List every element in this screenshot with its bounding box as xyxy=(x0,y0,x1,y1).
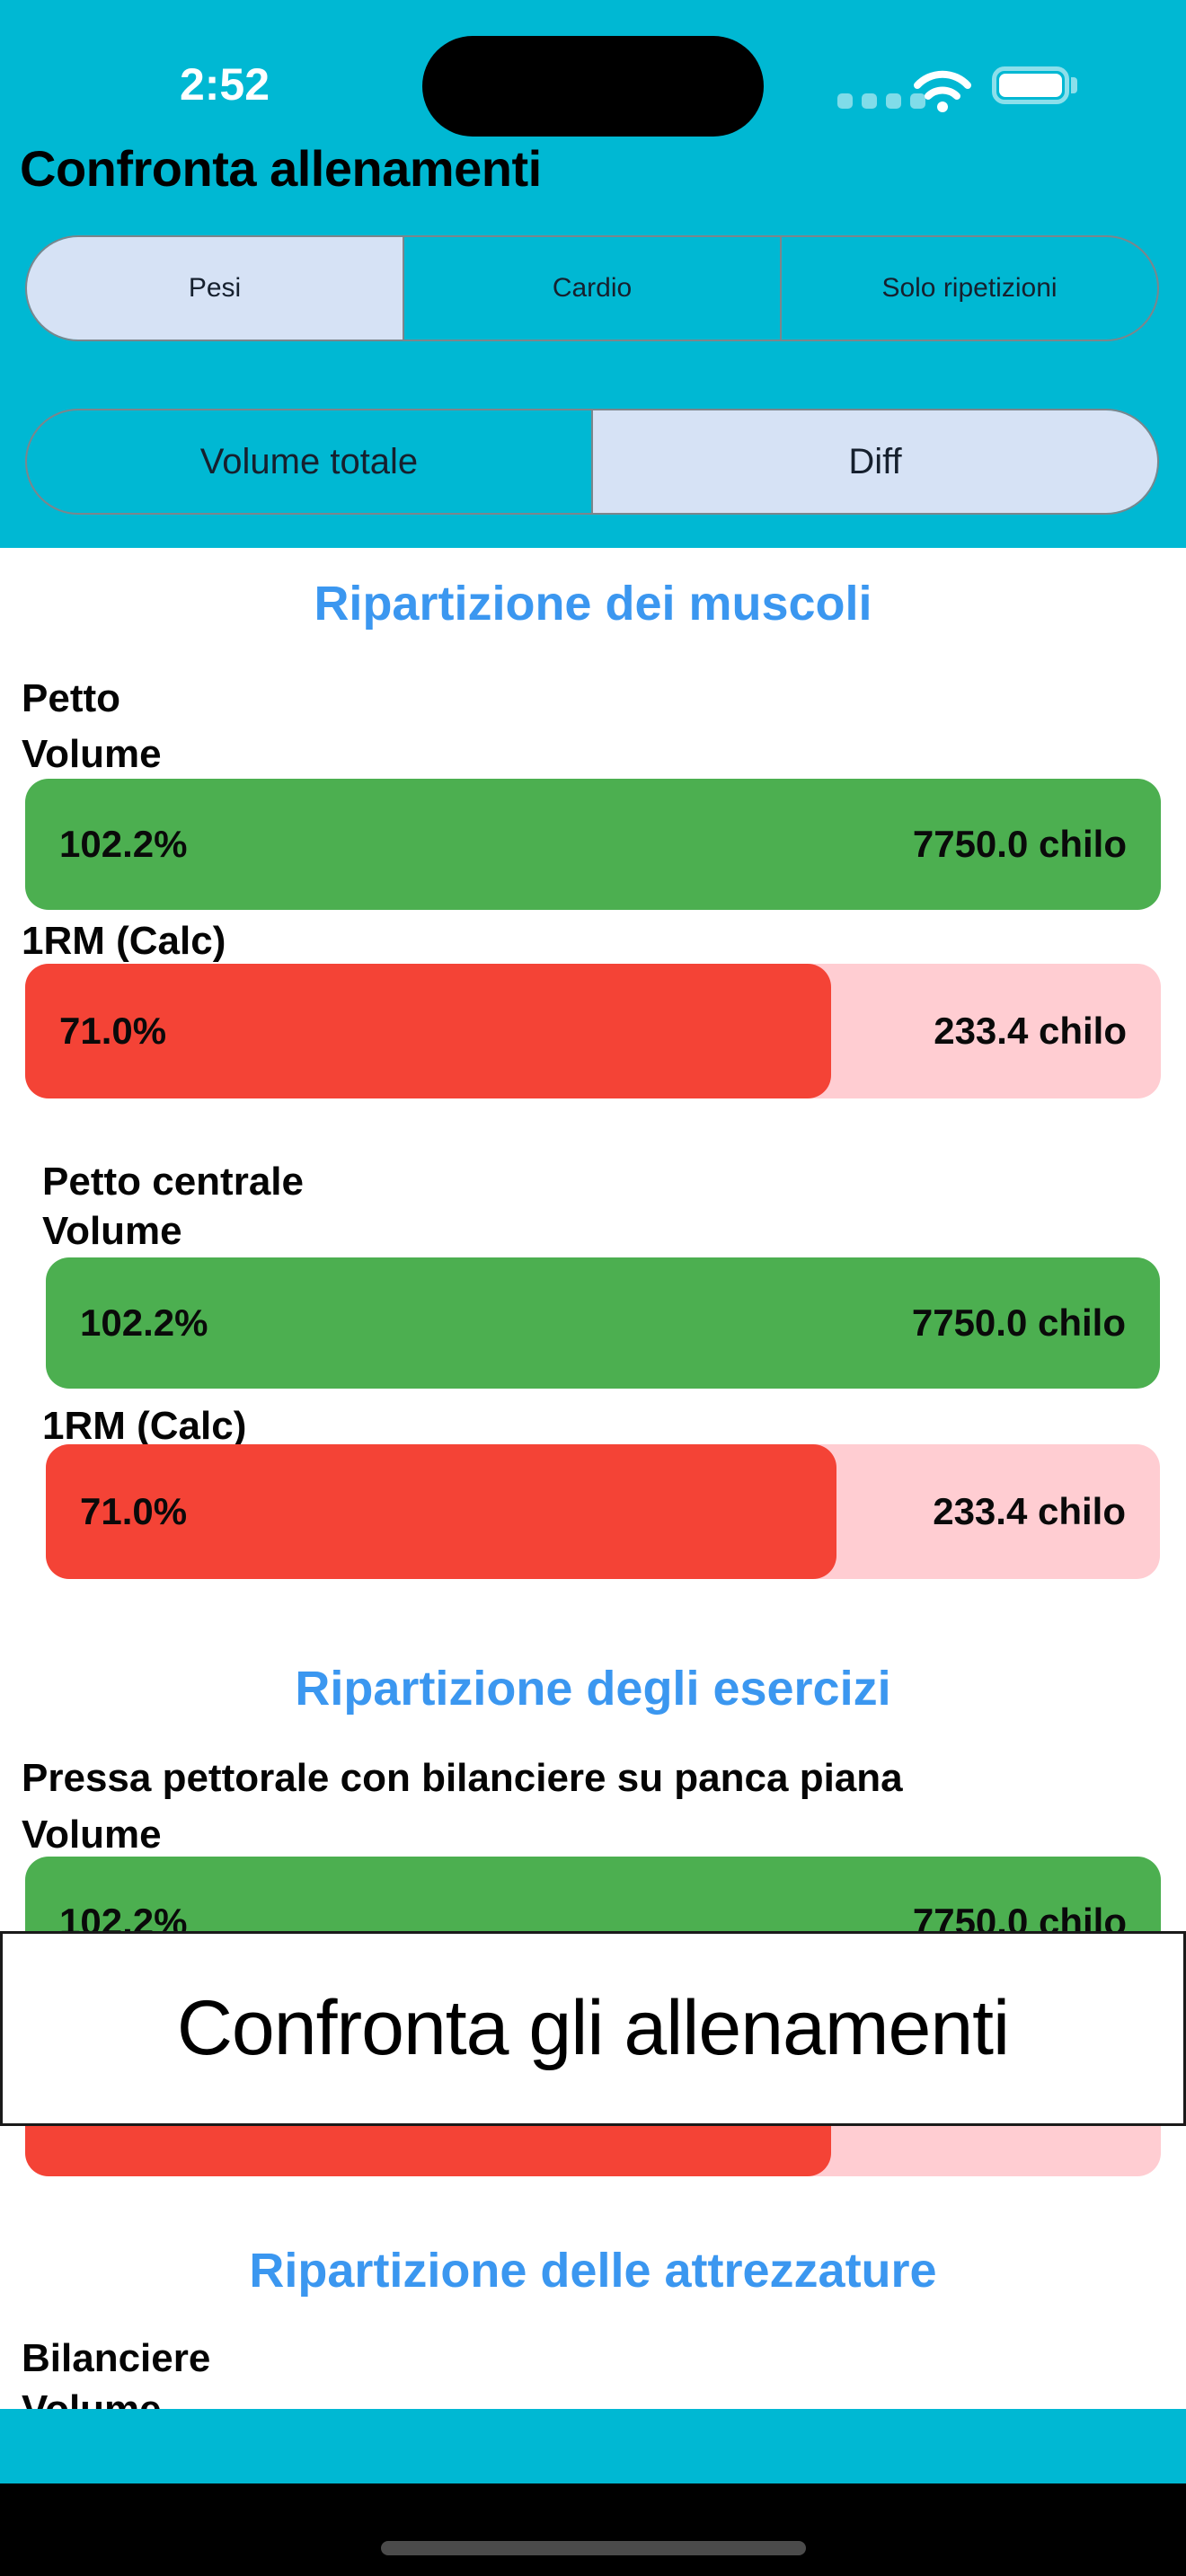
bar-percent: 102.2% xyxy=(80,1301,208,1344)
workout-type-segmented-control: Pesi Cardio Solo ripetizioni xyxy=(25,235,1159,341)
metric-label-volume: Volume xyxy=(22,1813,162,1857)
volume-bar: 102.2% 7750.0 chilo xyxy=(25,779,1161,910)
1rm-bar-fill: 71.0% xyxy=(46,1444,837,1579)
bar-value: 233.4 chilo xyxy=(933,1490,1126,1532)
wifi-icon xyxy=(914,70,971,112)
header: 2:52 Confronta allenamenti Pesi Cardio S… xyxy=(0,0,1186,548)
section-heading-muscles: Ripartizione dei muscoli xyxy=(314,577,872,631)
metric-label-1rm: 1RM (Calc) xyxy=(22,919,226,963)
equipment-name: Bilanciere xyxy=(22,2336,211,2380)
metric-label-1rm: 1RM (Calc) xyxy=(42,1404,247,1448)
exercise-name: Pressa pettorale con bilanciere su panca… xyxy=(22,1756,903,1800)
bottom-black-band xyxy=(0,2483,1186,2576)
home-indicator[interactable] xyxy=(381,2541,806,2555)
bar-value: 7750.0 chilo xyxy=(912,823,1127,865)
1rm-bar: 71.0% 233.4 chilo xyxy=(46,1444,1160,1579)
bottom-safe-area-band xyxy=(0,2409,1186,2483)
bar-percent: 102.2% xyxy=(59,823,188,865)
cellular-signal-icon xyxy=(837,93,925,109)
metric-label-volume: Volume xyxy=(22,732,162,776)
segment-diff[interactable]: Diff xyxy=(593,410,1157,513)
segment-pesi[interactable]: Pesi xyxy=(27,237,404,340)
status-time: 2:52 xyxy=(179,59,270,110)
bar-value: 7750.0 chilo xyxy=(911,1301,1126,1344)
battery-icon xyxy=(992,66,1069,104)
segment-cardio[interactable]: Cardio xyxy=(404,237,782,340)
muscle-group-name: Petto xyxy=(22,676,120,720)
dynamic-island xyxy=(422,36,764,137)
transition-overlay: Confronta gli allenamenti xyxy=(0,1931,1186,2126)
1rm-bar-fill: 71.0% xyxy=(25,964,832,1098)
bar-percent: 71.0% xyxy=(80,1490,188,1532)
mode-segmented-control: Volume totale Diff xyxy=(25,409,1159,515)
bar-percent: 71.0% xyxy=(59,1010,167,1052)
segment-solo-ripetizioni[interactable]: Solo ripetizioni xyxy=(881,273,1058,303)
battery-cap-icon xyxy=(1071,77,1077,93)
volume-bar: 102.2% 7750.0 chilo xyxy=(46,1257,1160,1389)
metric-label-volume: Volume xyxy=(42,1209,182,1253)
overlay-title: Confronta gli allenamenti xyxy=(176,1985,1010,2071)
page-title: Confronta allenamenti xyxy=(20,140,542,197)
section-heading-exercises: Ripartizione degli esercizi xyxy=(295,1662,891,1716)
bar-value: 233.4 chilo xyxy=(934,1010,1127,1052)
muscle-group-name: Petto centrale xyxy=(42,1160,304,1204)
section-heading-equipment: Ripartizione delle attrezzature xyxy=(249,2244,937,2298)
1rm-bar: 71.0% 233.4 chilo xyxy=(25,964,1161,1098)
segment-volume-totale[interactable]: Volume totale xyxy=(27,410,593,513)
